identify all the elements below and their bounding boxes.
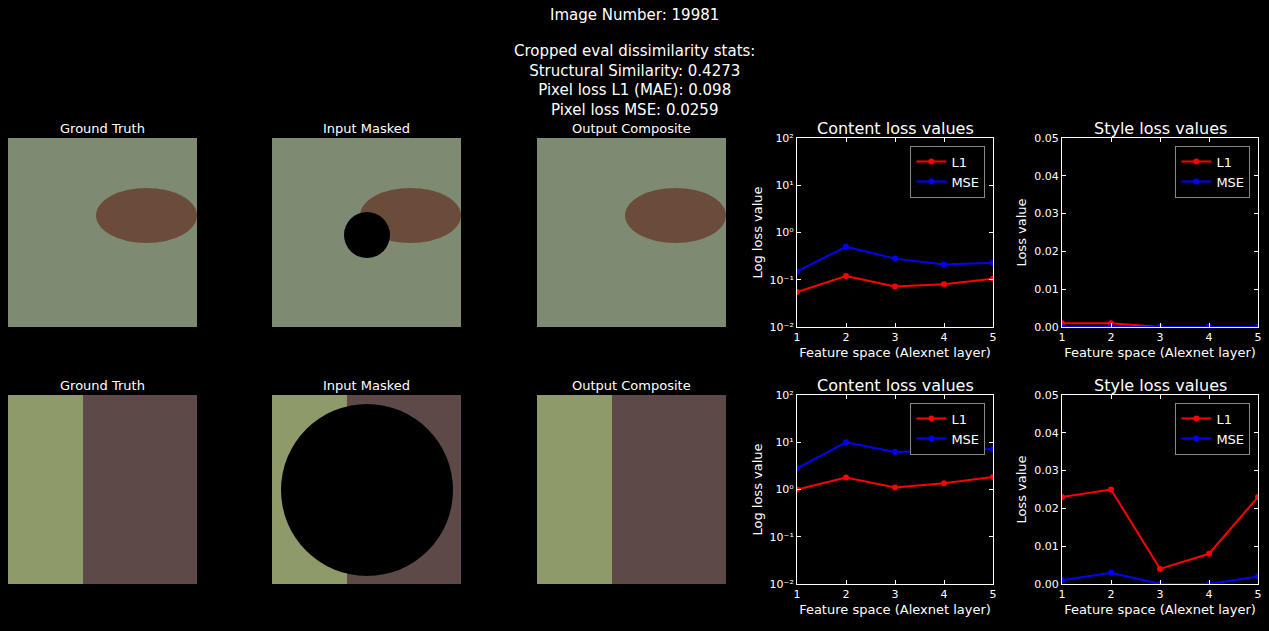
- svg-text:5: 5: [990, 331, 997, 344]
- svg-text:Output Composite: Output Composite: [572, 121, 691, 136]
- svg-text:3: 3: [892, 331, 899, 344]
- svg-text:Image Number: 19981: Image Number: 19981: [550, 6, 719, 24]
- svg-text:4: 4: [941, 588, 948, 601]
- svg-text:0.01: 0.01: [1034, 540, 1059, 553]
- svg-text:L1: L1: [1216, 412, 1232, 427]
- svg-text:10⁻²: 10⁻²: [770, 578, 794, 591]
- svg-text:MSE: MSE: [1216, 174, 1244, 189]
- svg-text:Style loss values: Style loss values: [1094, 119, 1227, 138]
- svg-text:1: 1: [1059, 331, 1066, 344]
- svg-text:10¹: 10¹: [775, 179, 793, 192]
- svg-text:Loss value: Loss value: [1014, 198, 1029, 266]
- svg-text:1: 1: [794, 588, 801, 601]
- svg-text:Input Masked: Input Masked: [323, 121, 410, 136]
- svg-text:10⁻¹: 10⁻¹: [770, 531, 794, 544]
- svg-text:L1: L1: [1216, 155, 1232, 170]
- svg-text:Feature space (Alexnet layer): Feature space (Alexnet layer): [799, 345, 991, 360]
- svg-text:3: 3: [1157, 331, 1164, 344]
- svg-text:L1: L1: [951, 412, 967, 427]
- svg-text:Feature space (Alexnet layer): Feature space (Alexnet layer): [1064, 602, 1256, 617]
- svg-text:1: 1: [794, 331, 801, 344]
- svg-text:5: 5: [1255, 331, 1262, 344]
- svg-text:0.00: 0.00: [1034, 578, 1059, 591]
- svg-text:10⁻¹: 10⁻¹: [770, 274, 794, 287]
- svg-text:4: 4: [941, 331, 948, 344]
- svg-text:10²: 10²: [775, 132, 793, 145]
- svg-text:5: 5: [990, 588, 997, 601]
- svg-text:4: 4: [1206, 331, 1213, 344]
- svg-text:4: 4: [1206, 588, 1213, 601]
- svg-text:Ground Truth: Ground Truth: [60, 378, 145, 393]
- svg-text:10²: 10²: [775, 389, 793, 402]
- svg-text:Feature space (Alexnet layer): Feature space (Alexnet layer): [799, 602, 991, 617]
- svg-text:10⁻²: 10⁻²: [770, 321, 794, 334]
- svg-text:Style loss values: Style loss values: [1094, 376, 1227, 395]
- svg-text:0.02: 0.02: [1034, 245, 1059, 258]
- svg-text:Log loss value: Log loss value: [750, 443, 765, 535]
- svg-text:MSE: MSE: [951, 174, 979, 189]
- svg-text:5: 5: [1255, 588, 1262, 601]
- svg-text:0.04: 0.04: [1034, 427, 1059, 440]
- svg-text:3: 3: [892, 588, 899, 601]
- svg-text:Content loss values: Content loss values: [817, 376, 974, 395]
- svg-text:2: 2: [1108, 331, 1115, 344]
- svg-text:0.04: 0.04: [1034, 170, 1059, 183]
- svg-text:Cropped eval dissimilarity sta: Cropped eval dissimilarity stats:Structu…: [514, 42, 755, 119]
- svg-text:0.02: 0.02: [1034, 502, 1059, 515]
- svg-text:2: 2: [1108, 588, 1115, 601]
- svg-text:0.00: 0.00: [1034, 321, 1059, 334]
- svg-text:0.03: 0.03: [1034, 207, 1059, 220]
- svg-text:Input Masked: Input Masked: [323, 378, 410, 393]
- svg-text:Content loss values: Content loss values: [817, 119, 974, 138]
- svg-text:Loss value: Loss value: [1014, 455, 1029, 523]
- svg-text:1: 1: [1059, 588, 1066, 601]
- svg-text:MSE: MSE: [1216, 431, 1244, 446]
- svg-text:MSE: MSE: [951, 431, 979, 446]
- svg-text:0.05: 0.05: [1034, 132, 1059, 145]
- svg-text:3: 3: [1157, 588, 1164, 601]
- svg-text:2: 2: [843, 331, 850, 344]
- svg-text:2: 2: [843, 588, 850, 601]
- svg-text:0.01: 0.01: [1034, 283, 1059, 296]
- svg-text:L1: L1: [951, 155, 967, 170]
- svg-text:Output Composite: Output Composite: [572, 378, 691, 393]
- svg-text:10¹: 10¹: [775, 436, 793, 449]
- svg-text:10⁰: 10⁰: [775, 483, 794, 496]
- svg-text:0.05: 0.05: [1034, 389, 1059, 402]
- svg-text:Ground Truth: Ground Truth: [60, 121, 145, 136]
- svg-text:0.03: 0.03: [1034, 464, 1059, 477]
- svg-text:Log loss value: Log loss value: [750, 186, 765, 278]
- svg-text:10⁰: 10⁰: [775, 226, 794, 239]
- svg-text:Feature space (Alexnet layer): Feature space (Alexnet layer): [1064, 345, 1256, 360]
